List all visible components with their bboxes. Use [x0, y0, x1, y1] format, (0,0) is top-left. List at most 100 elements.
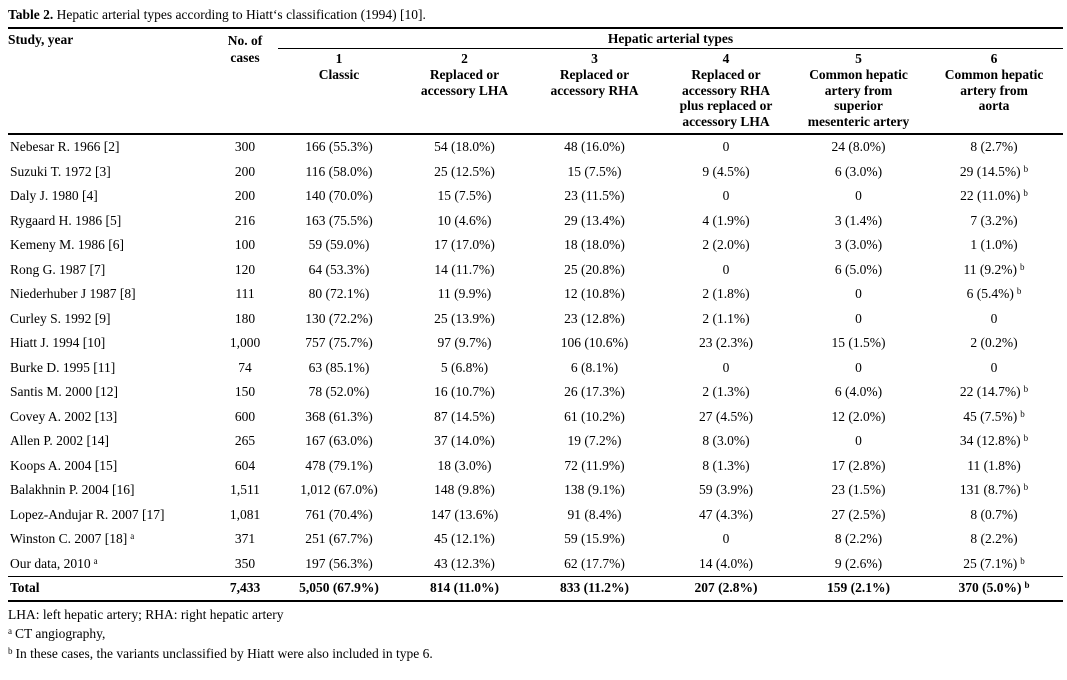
- type4-cell: 0: [722, 531, 730, 546]
- type-name: Common hepatic artery from aorta: [944, 67, 1044, 113]
- study-cell: Nebesar R. 1966 [2]: [10, 139, 120, 154]
- table-caption-text: Hepatic arterial types according to Hiat…: [53, 7, 426, 22]
- cases-cell: 111: [235, 286, 255, 301]
- footnote-2: a CT angiography,: [8, 626, 106, 641]
- type4-cell: 8 (1.3%): [702, 457, 750, 473]
- type1-cell: 166 (55.3%): [305, 139, 373, 154]
- type3-cell: 62 (17.7%): [564, 555, 625, 571]
- type4-cell: 23 (2.3%): [699, 335, 753, 350]
- type-number: 1: [335, 51, 343, 66]
- table-row: Kemeny M. 1986 [6] 100 59 (59.0%) 17 (17.0%…: [8, 233, 1063, 258]
- cases-cell: 7,433: [212, 576, 278, 602]
- cases-cell: 216: [234, 212, 256, 228]
- type4-cell: 14 (4.0%): [699, 555, 753, 571]
- type1-cell: 64 (53.3%): [308, 261, 370, 277]
- type6-cell: 0: [990, 359, 998, 375]
- type-name: Replaced or accessory RHA plus replaced or…: [679, 67, 773, 129]
- type3-cell: 138 (9.1%): [564, 482, 625, 497]
- column-header-cases: No. of cases: [212, 29, 278, 135]
- type3-cell: 72 (11.9%): [564, 457, 625, 473]
- type6-cell: 2 (0.2%): [970, 335, 1018, 350]
- type4-cell: 0: [722, 188, 730, 203]
- type2-cell: 97 (9.7%): [437, 335, 492, 350]
- header-row-group: Study, year No. of cases Hepatic arteria…: [8, 29, 1064, 135]
- type5-cell: 6 (5.0%): [834, 261, 883, 277]
- study-cell: Burke D. 1995 [11]: [10, 359, 116, 375]
- type1-cell: 478 (79.1%): [305, 457, 373, 473]
- type5-cell: 27 (2.5%): [831, 506, 886, 522]
- table-row: Suzuki T. 1972 [3] 200 116 (58.0%) 25 (12.5…: [8, 160, 1063, 185]
- table-row: Allen P. 2002 [14] 265 167 (63.0%) 37 (14.0…: [8, 429, 1063, 454]
- table-row: Santis M. 2000 [12] 150 78 (52.0%) 16 (10.7…: [8, 380, 1063, 405]
- type3-cell: 12 (10.8%): [564, 286, 625, 301]
- type6-cell: 6 (5.4%) b: [966, 286, 1022, 301]
- footnote-marker: b: [1023, 482, 1029, 492]
- type5-cell: 17 (2.8%): [831, 457, 886, 473]
- type4-cell: 2 (1.8%): [702, 286, 750, 301]
- type-name: Replaced or accessory LHA: [420, 67, 509, 98]
- type6-cell: 25 (7.1%) b: [963, 555, 1025, 571]
- table-caption: Table 2. Hepatic arterial types accordin…: [8, 5, 1063, 29]
- study-cell: Kemeny M. 1986 [6]: [10, 237, 124, 252]
- type2-cell: 54 (18.0%): [434, 139, 495, 154]
- type5-cell: 9 (2.6%): [834, 555, 883, 571]
- cases-cell: 200: [234, 188, 256, 203]
- type3-cell: 26 (17.3%): [564, 384, 625, 399]
- cases-header-line1: No. of: [227, 33, 263, 48]
- type6-cell: 8 (0.7%): [970, 506, 1018, 522]
- type3-cell: 15 (7.5%): [567, 163, 622, 179]
- footnote-marker: a: [130, 531, 135, 541]
- column-header-type-1: 1 Classic: [278, 48, 400, 135]
- type3-cell: 23 (12.8%): [564, 310, 625, 326]
- type3-cell: 18 (18.0%): [564, 237, 625, 252]
- type-number: 4: [722, 51, 730, 66]
- study-cell: Koops A. 2004 [15]: [10, 457, 118, 473]
- type5-cell: 15 (1.5%): [831, 335, 886, 350]
- type6-cell: 11 (9.2%) b: [963, 261, 1025, 277]
- table-row: Niederhuber J 1987 [8] 111 80 (72.1%) 11 (9…: [8, 282, 1063, 307]
- type6-cell: 7 (3.2%): [970, 212, 1018, 228]
- type3-cell: 19 (7.2%): [567, 433, 622, 448]
- cases-cell: 350: [234, 555, 256, 571]
- type6-cell: 0: [990, 310, 998, 326]
- type6-cell: 11 (1.8%): [967, 457, 1021, 473]
- cases-cell: 150: [234, 384, 256, 399]
- type2-cell: 10 (4.6%): [437, 212, 492, 228]
- table-row: Rong G. 1987 [7] 120 64 (53.3%) 14 (11.7%) 2…: [8, 258, 1063, 283]
- study-cell: Rong G. 1987 [7]: [10, 261, 106, 277]
- footnote-marker: b: [1020, 408, 1025, 419]
- type5-cell: 159 (2.1%): [792, 576, 925, 602]
- column-header-study: Study, year: [8, 29, 212, 135]
- table-row: Daly J. 1980 [4] 200 140 (70.0%) 15 (7.5%) 2…: [8, 184, 1063, 209]
- type4-cell: 9 (4.5%): [702, 163, 750, 179]
- study-cell: Allen P. 2002 [14]: [10, 433, 109, 448]
- type5-cell: 0: [855, 359, 862, 375]
- type4-cell: 59 (3.9%): [699, 482, 753, 497]
- type2-cell: 147 (13.6%): [430, 506, 499, 522]
- type3-cell: 61 (10.2%): [564, 408, 625, 424]
- type6-cell: 22 (14.7%) b: [959, 384, 1029, 399]
- footnote-marker: b: [1023, 188, 1028, 198]
- type6-cell: 22 (11.0%) b: [960, 188, 1028, 203]
- type5-cell: 0: [855, 188, 862, 203]
- type1-cell: 5,050 (67.9%): [278, 576, 400, 602]
- type5-cell: 24 (8.0%): [831, 139, 886, 154]
- type-number: 2: [461, 51, 468, 66]
- study-cell: Suzuki T. 1972 [3]: [10, 163, 111, 179]
- table-row: Curley S. 1992 [9] 180 130 (72.2%) 25 (13.9…: [8, 307, 1063, 332]
- type1-cell: 116 (58.0%): [305, 163, 373, 179]
- hepatic-arterial-types-table: Study, year No. of cases Hepatic arteria…: [8, 29, 1064, 602]
- type2-cell: 148 (9.8%): [434, 482, 495, 497]
- type3-cell: 59 (15.9%): [564, 531, 625, 546]
- footnote-marker: a: [8, 626, 12, 636]
- footnote-3: b In these cases, the variants unclassifi…: [8, 645, 433, 661]
- footnote-marker: b: [8, 645, 13, 656]
- type2-cell: 5 (6.8%): [440, 359, 489, 375]
- footnote-marker: b: [1020, 261, 1025, 272]
- type1-cell: 59 (59.0%): [308, 237, 370, 252]
- footnote-marker: b: [1024, 580, 1030, 590]
- type1-cell: 167 (63.0%): [305, 433, 373, 448]
- type1-cell: 63 (85.1%): [308, 359, 370, 375]
- table-row: Koops A. 2004 [15] 604 478 (79.1%) 18 (3.0%…: [8, 454, 1063, 479]
